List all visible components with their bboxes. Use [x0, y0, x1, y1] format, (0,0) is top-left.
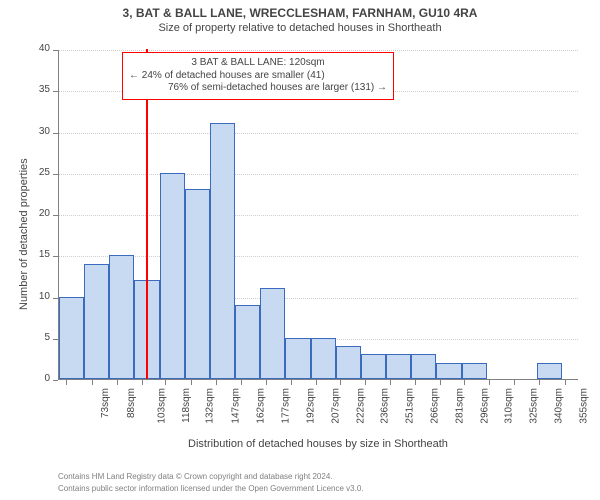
histogram-bar — [235, 305, 260, 379]
x-tick-label: 310sqm — [504, 388, 515, 424]
x-tick-mark — [316, 380, 318, 385]
x-tick-mark — [365, 380, 367, 385]
annotation-line: ← 24% of detached houses are smaller (41… — [129, 70, 387, 83]
y-tick-label: 40 — [26, 43, 50, 54]
x-tick-label: 281sqm — [455, 388, 466, 424]
x-tick-label: 355sqm — [579, 388, 590, 424]
x-tick-mark — [216, 380, 218, 385]
x-tick-label: 325sqm — [529, 388, 540, 424]
x-tick-mark — [489, 380, 491, 385]
histogram-bar — [109, 255, 134, 379]
y-tick-mark — [53, 339, 58, 341]
annotation-box: 3 BAT & BALL LANE: 120sqm← 24% of detach… — [122, 52, 394, 100]
x-tick-mark — [291, 380, 293, 385]
x-tick-mark — [142, 380, 144, 385]
x-tick-label: 147sqm — [230, 388, 241, 424]
histogram-bar — [436, 363, 461, 380]
y-tick-label: 30 — [26, 126, 50, 137]
chart-container: { "canvas": { "width": 600, "height": 50… — [0, 0, 600, 500]
x-tick-mark — [340, 380, 342, 385]
x-tick-label: 192sqm — [306, 388, 317, 424]
y-axis-title: Number of detached properties — [18, 158, 30, 310]
x-tick-label: 222sqm — [356, 388, 367, 424]
grid-line — [59, 256, 578, 258]
x-tick-label: 88sqm — [126, 388, 137, 418]
chart-title-line1: 3, BAT & BALL LANE, WRECCLESHAM, FARNHAM… — [0, 0, 600, 20]
x-tick-label: 103sqm — [156, 388, 167, 424]
grid-line — [59, 215, 578, 217]
histogram-bar — [59, 297, 84, 380]
x-tick-mark — [66, 380, 68, 385]
x-tick-label: 296sqm — [480, 388, 491, 424]
attribution-line2: Contains public sector information licen… — [58, 484, 364, 493]
x-tick-mark — [464, 380, 466, 385]
y-tick-label: 10 — [26, 291, 50, 302]
y-tick-label: 15 — [26, 249, 50, 260]
grid-line — [59, 174, 578, 176]
grid-line — [59, 133, 578, 135]
x-tick-mark — [241, 380, 243, 385]
y-tick-mark — [53, 174, 58, 176]
histogram-bar — [311, 338, 336, 379]
histogram-bar — [537, 363, 562, 380]
x-tick-label: 177sqm — [280, 388, 291, 424]
annotation-line: 76% of semi-detached houses are larger (… — [129, 82, 387, 95]
x-tick-label: 266sqm — [430, 388, 441, 424]
y-tick-label: 0 — [26, 373, 50, 384]
y-tick-mark — [53, 380, 58, 382]
histogram-bar — [386, 354, 411, 379]
histogram-bar — [411, 354, 436, 379]
histogram-bar — [260, 288, 285, 379]
x-tick-mark — [440, 380, 442, 385]
x-tick-label: 162sqm — [255, 388, 266, 424]
histogram-bar — [160, 173, 185, 379]
histogram-bar — [361, 354, 386, 379]
histogram-bar — [336, 346, 361, 379]
histogram-bar — [210, 123, 235, 379]
x-tick-mark — [514, 380, 516, 385]
y-tick-mark — [53, 256, 58, 258]
y-tick-label: 5 — [26, 332, 50, 343]
x-axis-title: Distribution of detached houses by size … — [58, 438, 578, 450]
histogram-bar — [185, 189, 210, 379]
y-tick-mark — [53, 50, 58, 52]
x-tick-mark — [165, 380, 167, 385]
y-tick-mark — [53, 298, 58, 300]
y-tick-mark — [53, 91, 58, 93]
x-tick-label: 340sqm — [554, 388, 565, 424]
chart-title-line2: Size of property relative to detached ho… — [0, 20, 600, 34]
histogram-bar — [462, 363, 487, 380]
histogram-bar — [84, 264, 109, 380]
x-tick-mark — [117, 380, 119, 385]
x-tick-label: 73sqm — [100, 388, 111, 418]
y-tick-mark — [53, 133, 58, 135]
x-tick-label: 132sqm — [205, 388, 216, 424]
y-tick-label: 25 — [26, 167, 50, 178]
plot-area — [58, 50, 578, 380]
y-tick-mark — [53, 215, 58, 217]
x-tick-label: 236sqm — [379, 388, 390, 424]
y-tick-label: 20 — [26, 208, 50, 219]
y-tick-label: 35 — [26, 84, 50, 95]
x-tick-mark — [565, 380, 567, 385]
x-tick-mark — [390, 380, 392, 385]
x-tick-label: 207sqm — [331, 388, 342, 424]
x-tick-mark — [539, 380, 541, 385]
x-tick-label: 118sqm — [181, 388, 192, 423]
annotation-line: 3 BAT & BALL LANE: 120sqm — [129, 57, 387, 70]
attribution-line1: Contains HM Land Registry data © Crown c… — [58, 472, 333, 481]
x-tick-mark — [266, 380, 268, 385]
x-tick-mark — [415, 380, 417, 385]
x-tick-mark — [92, 380, 94, 385]
histogram-bar — [285, 338, 310, 379]
x-tick-mark — [191, 380, 193, 385]
x-tick-label: 251sqm — [405, 388, 416, 424]
